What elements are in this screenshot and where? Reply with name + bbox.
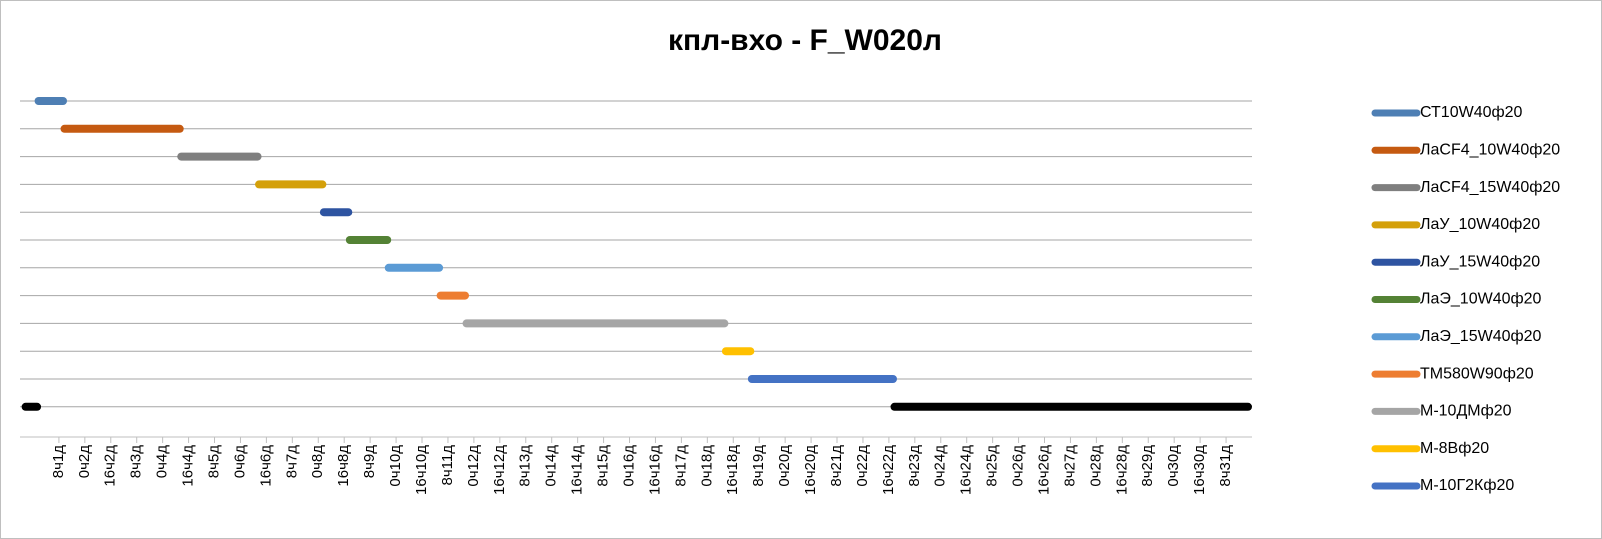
x-tick-label: 0ч24д xyxy=(932,445,949,487)
x-tick-label: 0ч20д xyxy=(776,445,793,487)
x-tick-label: 0ч26д xyxy=(1010,445,1027,487)
x-tick-label: 16ч6д xyxy=(257,445,274,487)
x-tick-label: 8ч25д xyxy=(984,445,1001,487)
x-tick-label: 8ч11д xyxy=(439,445,456,486)
x-tick-label: 16ч30д xyxy=(1191,445,1208,495)
x-tick-label: 8ч15д xyxy=(595,445,612,487)
x-tick-label: 16ч8д xyxy=(335,445,352,487)
x-tick-label: 0ч8д xyxy=(309,445,326,478)
x-tick-label: 8ч3д xyxy=(128,445,145,478)
x-tick-label: 8ч7д xyxy=(283,445,300,478)
x-tick-label: 16ч26д xyxy=(1035,445,1052,495)
x-tick-label: 8ч9д xyxy=(361,445,378,478)
legend-label: ЛаCF4_15W40ф20 xyxy=(1420,179,1560,196)
legend-label: ЛаCF4_10W40ф20 xyxy=(1420,142,1560,159)
x-tick-label: 16ч4д xyxy=(180,445,197,487)
x-tick-label: 0ч2д xyxy=(76,445,93,478)
x-tick-label: 8ч1д xyxy=(50,445,67,478)
x-tick-label: 16ч28д xyxy=(1113,445,1130,495)
x-tick-label: 0ч12д xyxy=(465,445,482,487)
x-tick-label: 0ч14д xyxy=(543,445,560,487)
x-tick-label: 16ч24д xyxy=(958,445,975,495)
x-tick-label: 0ч4д xyxy=(154,445,171,478)
x-tick-label: 0ч22д xyxy=(854,445,871,487)
legend-label: М-8Вф20 xyxy=(1420,440,1489,457)
x-tick-label: 16ч16д xyxy=(646,445,663,495)
legend-label: ЛаЭ_10W40ф20 xyxy=(1420,291,1542,308)
legend-label: ЛаЭ_15W40ф20 xyxy=(1420,328,1542,345)
x-tick-label: 16ч22д xyxy=(880,445,897,495)
legend-label: М-10ДМф20 xyxy=(1420,403,1512,420)
legend-label: СТ10W40ф20 xyxy=(1420,104,1523,121)
x-tick-label: 16ч2д xyxy=(102,445,119,487)
x-tick-label: 16ч20д xyxy=(802,445,819,495)
x-tick-label: 0ч28д xyxy=(1087,445,1104,487)
x-tick-label: 8ч27д xyxy=(1061,445,1078,487)
x-tick-label: 16ч12д xyxy=(491,445,508,495)
x-tick-label: 16ч18д xyxy=(724,445,741,495)
x-tick-label: 8ч17д xyxy=(672,445,689,487)
x-tick-label: 8ч31д xyxy=(1217,445,1234,487)
x-tick-label: 16ч10д xyxy=(413,445,430,495)
x-tick-label: 8ч29д xyxy=(1139,445,1156,487)
x-tick-label: 0ч6д xyxy=(231,445,248,478)
x-tick-label: 0ч30д xyxy=(1165,445,1182,487)
x-tick-label: 8ч13д xyxy=(517,445,534,487)
legend-label: М-10Г2Кф20 xyxy=(1420,477,1514,494)
x-tick-label: 0ч16д xyxy=(620,445,637,487)
legend-label: ЛаУ_10W40ф20 xyxy=(1420,216,1540,233)
chart-title: кпл-вхо - F_W020л xyxy=(668,24,942,57)
x-tick-label: 16ч14д xyxy=(569,445,586,495)
x-tick-label: 8ч5д xyxy=(205,445,222,478)
x-tick-label: 0ч10д xyxy=(387,445,404,487)
x-tick-label: 0ч18д xyxy=(698,445,715,487)
x-tick-label: 8ч21д xyxy=(828,445,845,487)
legend-label: ЛаУ_15W40ф20 xyxy=(1420,253,1540,270)
x-tick-label: 8ч23д xyxy=(906,445,923,487)
legend-label: ТМ580W90ф20 xyxy=(1420,365,1534,382)
x-tick-label: 8ч19д xyxy=(750,445,767,487)
